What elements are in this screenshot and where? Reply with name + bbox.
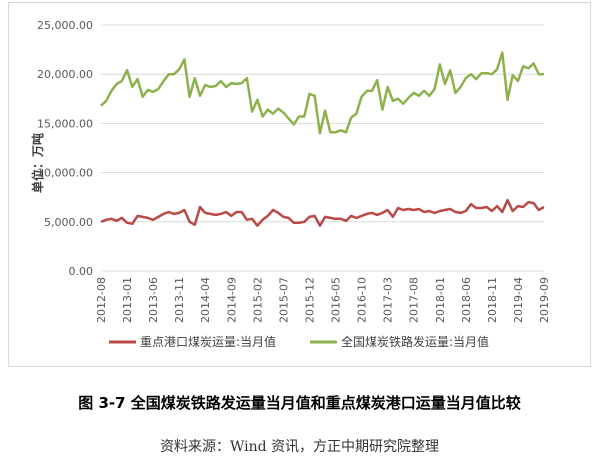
y-axis-ticks: 0.00 5,000.00 10,000.00 15,000.00 20,000.00 2…	[37, 19, 93, 278]
legend-label-rail: 全国煤炭铁路发运量:当月值	[341, 334, 489, 349]
x-tick-label: 2015-07	[277, 277, 290, 323]
series-line-port	[100, 198, 545, 227]
series-line-rail	[100, 51, 544, 135]
x-tick-label: 2015-02	[251, 277, 264, 323]
y-tick-label: 20,000.00	[37, 68, 93, 81]
y-tick-label: 25,000.00	[37, 19, 93, 32]
gridlines	[101, 24, 544, 272]
x-tick-label: 2014-09	[225, 277, 238, 323]
y-tick-label: 15,000.00	[37, 117, 93, 130]
x-tick-label: 2013-06	[147, 277, 160, 323]
chart-frame: 0.00 5,000.00 10,000.00 15,000.00 20,000.00 2…	[8, 2, 591, 367]
figure-caption: 图 3-7 全国煤炭铁路发运量当月值和重点煤炭港口运量当月值比较	[78, 394, 521, 412]
source-note: 资料来源：Wind 资讯，方正中期研究院整理	[159, 439, 440, 455]
x-tick-label: 2016-05	[330, 277, 343, 323]
x-tick-label: 2012-08	[95, 277, 108, 323]
x-tick-label: 2017-03	[382, 277, 395, 323]
x-tick-label: 2014-04	[199, 277, 212, 323]
x-tick-label: 2018-06	[460, 277, 473, 323]
x-tick-label: 2015-12	[303, 277, 316, 323]
x-tick-label: 2019-09	[538, 277, 551, 323]
legend-label-port: 重点港口煤炭运量:当月值	[140, 334, 276, 349]
x-tick-label: 2013-01	[121, 277, 134, 323]
y-tick-label: 0.00	[69, 265, 94, 278]
legend: 重点港口煤炭运量:当月值 全国煤炭铁路发运量:当月值	[109, 334, 489, 349]
x-tick-label: 2013-11	[173, 277, 186, 323]
y-axis-label: 单位：万吨	[30, 133, 45, 193]
x-tick-label: 2018-11	[486, 277, 499, 323]
y-tick-label: 10,000.00	[37, 167, 93, 180]
x-axis-ticks: 2012-08 2013-01 2013-06 2013-11 2014-04 2014-…	[95, 277, 551, 323]
series-lines	[100, 51, 545, 227]
x-tick-label: 2018-01	[434, 277, 447, 323]
y-tick-label: 5,000.00	[44, 216, 93, 229]
line-chart: 0.00 5,000.00 10,000.00 15,000.00 20,000.00 2…	[30, 19, 551, 349]
x-tick-label: 2016-10	[356, 277, 369, 323]
x-tick-label: 2017-08	[408, 277, 421, 323]
x-tick-label: 2019-04	[512, 277, 525, 323]
